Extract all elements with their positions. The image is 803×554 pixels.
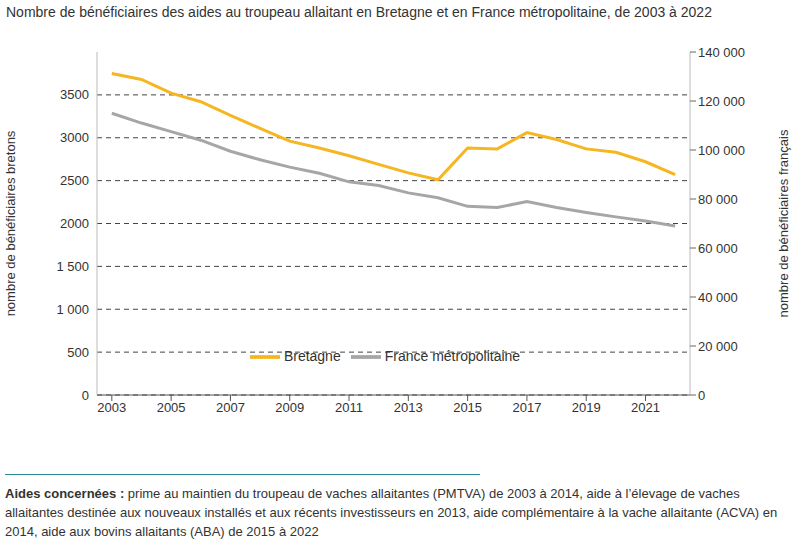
svg-text:2019: 2019 bbox=[572, 400, 601, 415]
svg-text:60 000: 60 000 bbox=[698, 241, 738, 256]
svg-text:1 000: 1 000 bbox=[56, 302, 89, 317]
svg-text:500: 500 bbox=[67, 345, 89, 360]
svg-text:2003: 2003 bbox=[97, 400, 126, 415]
svg-text:0: 0 bbox=[698, 388, 705, 403]
svg-text:3500: 3500 bbox=[60, 87, 89, 102]
svg-text:2500: 2500 bbox=[60, 173, 89, 188]
svg-text:140 000: 140 000 bbox=[698, 45, 745, 60]
svg-text:120 000: 120 000 bbox=[698, 94, 745, 109]
svg-text:20 000: 20 000 bbox=[698, 339, 738, 354]
html-text:France métropolitaine: France métropolitaine bbox=[384, 347, 521, 364]
html-text:Bretagne: Bretagne bbox=[283, 347, 341, 364]
svg-text:1 500: 1 500 bbox=[56, 259, 89, 274]
svg-text:nombre de bénéficiaires frança: nombre de bénéficiaires français bbox=[776, 129, 791, 317]
svg-text:2017: 2017 bbox=[512, 400, 541, 415]
html-text:Nombre de bénéficiaires des ai: Nombre de bénéficiaires des aides au tro… bbox=[6, 4, 712, 20]
svg-text:2005: 2005 bbox=[157, 400, 186, 415]
svg-text:2013: 2013 bbox=[394, 400, 423, 415]
svg-text:0: 0 bbox=[82, 388, 89, 403]
svg-text:2007: 2007 bbox=[216, 400, 245, 415]
svg-text:2000: 2000 bbox=[60, 216, 89, 231]
svg-text:2009: 2009 bbox=[275, 400, 304, 415]
svg-text:nombre de bénéficiaires breton: nombre de bénéficiaires bretons bbox=[8, 130, 18, 316]
svg-text:40 000: 40 000 bbox=[698, 290, 738, 305]
svg-text:100 000: 100 000 bbox=[698, 143, 745, 158]
svg-text:2015: 2015 bbox=[453, 400, 482, 415]
svg-text:2011: 2011 bbox=[335, 400, 363, 415]
svg-text:80 000: 80 000 bbox=[698, 192, 738, 207]
svg-text:3000: 3000 bbox=[60, 130, 89, 145]
html-text:Aides concernées : prime au ma: Aides concernées : prime au maintien du … bbox=[5, 486, 778, 539]
svg-text:2021: 2021 bbox=[631, 400, 660, 415]
